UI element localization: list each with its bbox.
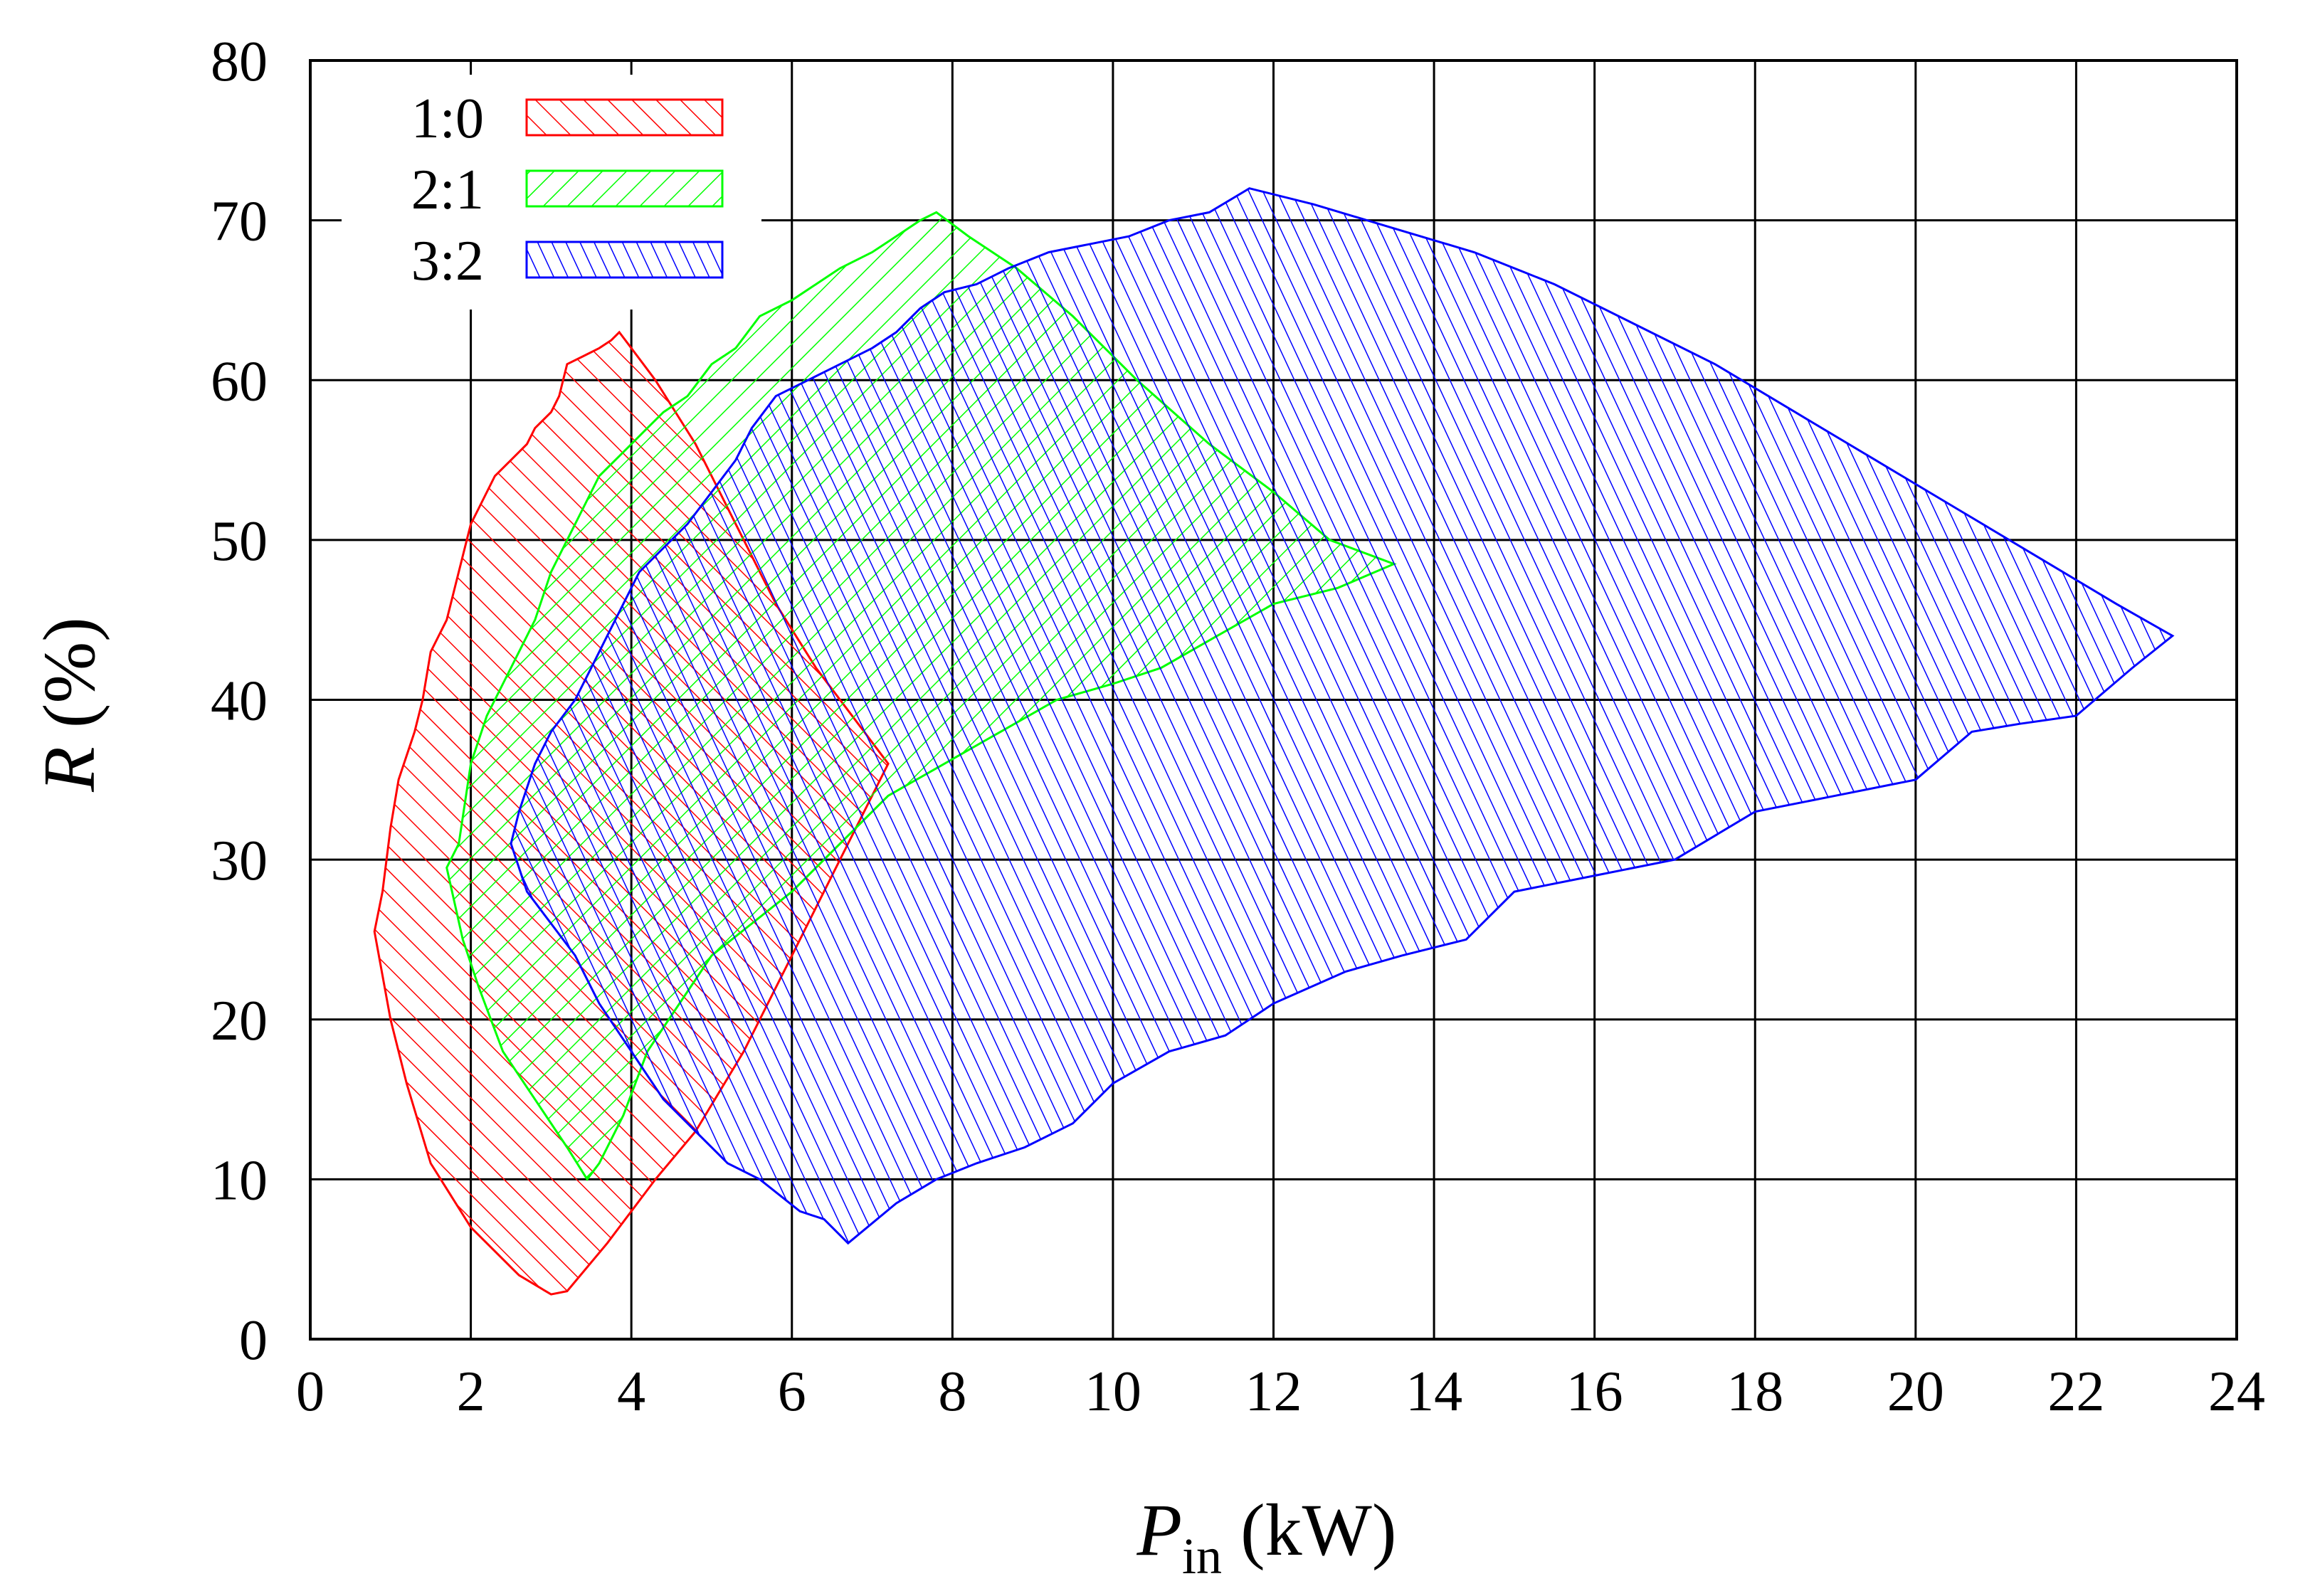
x-axis-title: Pin (kW) — [1136, 1489, 1397, 1585]
x-axis-ticks: 0 2 4 6 8 10 12 14 16 18 20 22 24 — [296, 1360, 2265, 1423]
x-tick-label: 18 — [1726, 1360, 1783, 1423]
x-tick-label: 22 — [2047, 1360, 2104, 1423]
y-tick-label: 40 — [211, 670, 268, 733]
x-tick-label: 6 — [778, 1360, 806, 1423]
x-tick-label: 0 — [296, 1360, 325, 1423]
x-tick-label: 24 — [2208, 1360, 2265, 1423]
legend-label: 2:1 — [411, 159, 484, 221]
plot-frame — [309, 59, 2238, 1341]
y-tick-label: 80 — [211, 31, 268, 93]
x-tick-label: 8 — [938, 1360, 966, 1423]
legend: 1:0 2:1 3:2 — [342, 75, 761, 310]
x-tick-label: 16 — [1566, 1360, 1623, 1423]
x-tick-label: 4 — [617, 1360, 645, 1423]
y-tick-label: 70 — [211, 191, 268, 253]
legend-swatch — [525, 169, 724, 208]
y-tick-label: 0 — [239, 1309, 268, 1372]
legend-swatch — [525, 241, 724, 279]
series-areas — [373, 187, 2175, 1296]
x-tick-label: 10 — [1085, 1360, 1141, 1423]
legend-label: 3:2 — [411, 230, 484, 292]
legend-label: 1:0 — [411, 88, 484, 150]
y-tick-label: 60 — [211, 350, 268, 413]
x-tick-label: 12 — [1245, 1360, 1302, 1423]
y-tick-label: 20 — [211, 990, 268, 1052]
x-tick-label: 14 — [1405, 1360, 1462, 1423]
y-tick-label: 10 — [211, 1149, 268, 1212]
x-tick-label: 20 — [1887, 1360, 1944, 1423]
y-tick-label: 50 — [211, 510, 268, 573]
y-tick-label: 30 — [211, 830, 268, 892]
series-area-3-2 — [510, 187, 2175, 1245]
y-axis-title: R (%) — [28, 617, 110, 792]
legend-swatch — [525, 98, 724, 137]
y-axis-ticks: 0 10 20 30 40 50 60 70 80 — [211, 31, 268, 1372]
x-tick-label: 2 — [457, 1360, 485, 1423]
